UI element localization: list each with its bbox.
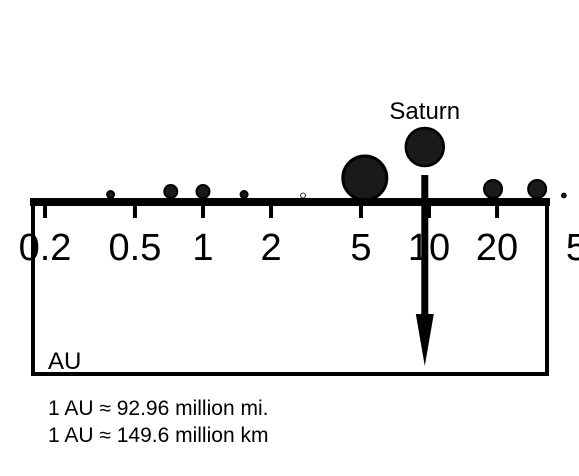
planet-icon [163, 184, 179, 199]
planet-icon [195, 184, 211, 199]
tick-label: 0.2 [19, 227, 72, 269]
tick-label: 50 [566, 227, 579, 269]
planet-icon [341, 154, 389, 202]
tick-label: 1 [192, 227, 213, 269]
unit-label: AU [48, 348, 81, 375]
distance-arrow-head [415, 314, 434, 366]
tick-label: 2 [260, 227, 281, 269]
highlight-group: Saturn [389, 98, 460, 366]
planet-icon [560, 192, 567, 199]
conversion-km: 1 AU ≈ 149.6 million km [48, 424, 269, 447]
tick-label: 5 [350, 227, 371, 269]
saturn-planet-icon [404, 126, 446, 168]
planet-icon [239, 190, 249, 199]
tick-label: 20 [476, 227, 518, 269]
planet-icon [527, 179, 548, 199]
planet-markers [106, 154, 567, 202]
tick-label: 0.5 [109, 227, 162, 269]
highlight-label: Saturn [389, 98, 460, 125]
tick-marks: 0.2 0.5 1 2 5 10 20 50 [19, 202, 579, 269]
tick-label: 10 [408, 227, 450, 269]
planet-icon [106, 190, 116, 199]
planet-icon [300, 192, 306, 199]
planet-icon [483, 179, 504, 199]
conversion-mi: 1 AU ≈ 92.96 million mi. [48, 397, 269, 420]
